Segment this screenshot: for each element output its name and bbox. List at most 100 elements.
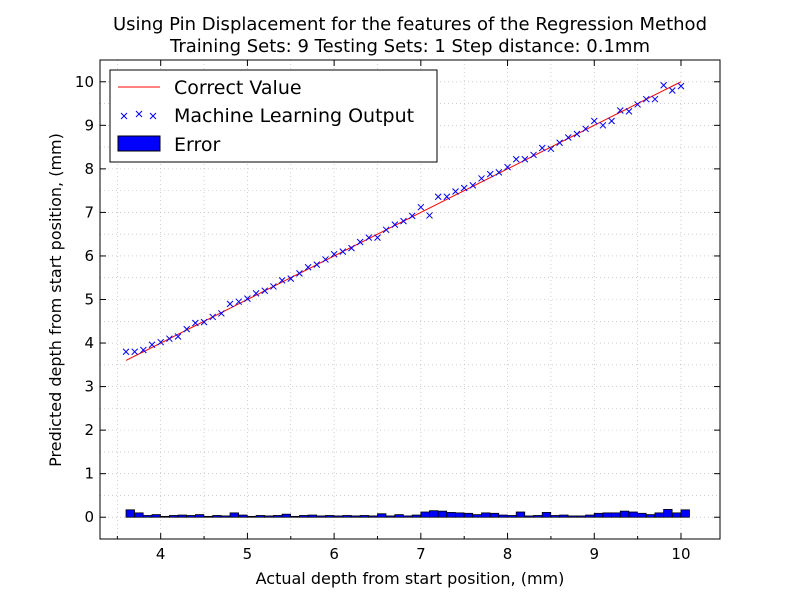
error-bar: [541, 512, 552, 518]
error-bar: [351, 515, 361, 518]
output-marker: [235, 298, 243, 306]
output-marker: [140, 346, 147, 354]
error-bar: [429, 510, 439, 518]
legend-label-output: Machine Learning Output: [174, 105, 414, 127]
error-bar: [481, 512, 491, 518]
error-bar: [498, 514, 508, 518]
error-bar: [524, 515, 534, 518]
x-tick-label: 8: [503, 545, 513, 563]
output-marker: [608, 117, 615, 125]
error-bar: [255, 515, 265, 518]
output-marker: [478, 175, 485, 182]
error-bar: [585, 514, 595, 518]
error-bar: [194, 514, 205, 518]
output-marker: [556, 139, 563, 147]
y-tick-label: 7: [84, 203, 94, 221]
output-marker: [131, 348, 139, 356]
output-marker: [660, 81, 667, 89]
error-bar: [550, 515, 560, 518]
error-bar: [411, 514, 422, 518]
output-marker: [382, 226, 390, 234]
output-marker: [218, 310, 225, 317]
error-bar: [611, 512, 621, 518]
y-tick-label: 2: [84, 421, 94, 439]
output-marker: [330, 250, 338, 258]
error-bar: [663, 508, 673, 518]
error-bar: [168, 515, 179, 518]
output-marker: [304, 263, 312, 271]
error-bar: [420, 511, 430, 518]
output-marker: [148, 341, 156, 349]
output-marker: [183, 325, 191, 333]
legend-bar-swatch: [117, 135, 161, 152]
output-marker: [348, 244, 355, 252]
output-marker: [365, 234, 373, 242]
output-marker: [261, 287, 269, 295]
output-marker: [174, 333, 182, 340]
output-marker: [460, 184, 468, 192]
output-marker: [339, 248, 347, 255]
output-marker: [356, 238, 364, 246]
error-bar: [645, 514, 656, 518]
x-tick-label: 5: [243, 545, 253, 563]
error-bar: [507, 515, 517, 518]
error-bar: [203, 515, 213, 518]
output-marker: [417, 203, 425, 211]
error-bar: [394, 514, 404, 518]
output-marker: [599, 121, 607, 129]
error-bar: [559, 514, 569, 518]
output-marker: [296, 270, 303, 277]
y-tick-label: 4: [84, 334, 94, 352]
output-marker: [287, 275, 295, 282]
error-bar: [455, 512, 465, 518]
output-marker: [408, 212, 416, 220]
error-bar: [567, 515, 578, 518]
output-marker: [547, 145, 555, 153]
output-marker: [192, 319, 199, 327]
error-bar: [333, 515, 344, 518]
legend-marker-swatch: [120, 110, 157, 120]
x-tick-label: 6: [329, 545, 339, 563]
error-bar: [186, 515, 196, 518]
error-bars: [125, 508, 690, 518]
error-bar: [299, 515, 309, 518]
output-marker: [313, 261, 321, 269]
error-bar: [264, 515, 274, 518]
output-marker: [521, 155, 529, 163]
error-bar: [489, 512, 500, 518]
x-tick-label: 7: [416, 545, 426, 563]
x-tick-label: 9: [589, 545, 599, 563]
chart-title: Using Pin Displacement for the features …: [113, 14, 707, 35]
output-marker: [391, 221, 399, 228]
output-marker: [530, 151, 537, 159]
x-tick-label: 4: [156, 545, 166, 563]
output-marker: [564, 134, 572, 141]
error-bar: [160, 515, 170, 518]
error-bar: [238, 514, 248, 518]
output-marker: [651, 95, 659, 103]
output-marker: [209, 313, 217, 321]
y-tick-label: 8: [84, 160, 94, 178]
error-bar: [177, 514, 187, 518]
error-bar: [134, 512, 144, 518]
y-tick-label: 9: [84, 116, 94, 134]
legend-label-error: Error: [174, 134, 221, 156]
error-bar: [125, 509, 135, 518]
output-marker: [322, 256, 329, 263]
output-marker: [582, 125, 589, 133]
output-marker: [452, 188, 459, 195]
error-bar: [368, 515, 378, 518]
error-bar: [515, 511, 526, 518]
y-tick-label: 6: [84, 247, 94, 265]
output-marker: [122, 348, 130, 356]
axis-ticks: 4 5 6 7 8 9 10 0 1 2 3 4 5 6 7 8 9 10: [75, 60, 720, 563]
error-bar: [403, 515, 413, 518]
error-bar: [593, 512, 604, 518]
output-marker: [278, 276, 286, 284]
output-marker: [443, 193, 451, 201]
error-bar: [247, 515, 257, 518]
error-bar: [576, 515, 586, 518]
chart-subtitle: Training Sets: 9 Testing Sets: 1 Step di…: [169, 36, 650, 57]
output-marker: [625, 108, 633, 115]
output-marker: [668, 87, 676, 94]
